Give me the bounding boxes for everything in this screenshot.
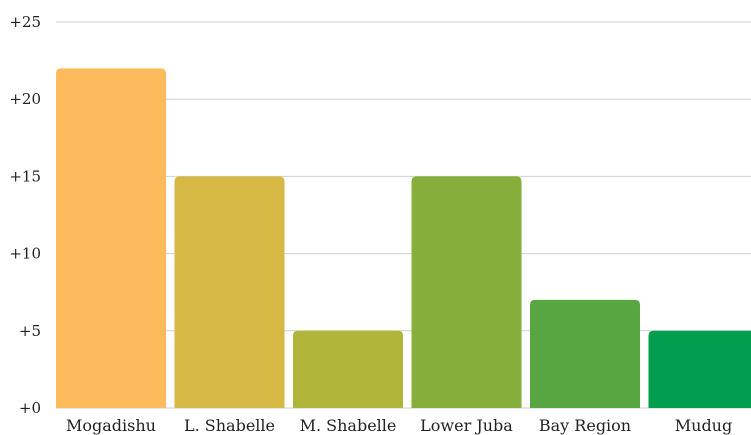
y-axis-ticks: +0 +5 +10 +15 +20 +25 <box>9 13 41 417</box>
y-tick-label: +15 <box>9 167 41 185</box>
x-tick-label: Mudug <box>675 416 732 435</box>
bar-m-shabelle <box>293 330 403 408</box>
y-tick-label: +5 <box>19 322 41 340</box>
bar-lower-juba <box>411 176 522 408</box>
bar-mudug <box>648 330 751 408</box>
y-tick-label: +0 <box>19 399 41 417</box>
bar-mogadishu <box>56 68 166 408</box>
x-tick-label: Lower Juba <box>420 416 513 435</box>
bars-layer <box>56 68 751 408</box>
x-axis-labels: Mogadishu L. Shabelle M. Shabelle Lower Jub… <box>66 416 732 435</box>
bar-l-shabelle <box>174 176 285 408</box>
bar-bay-region <box>530 299 640 408</box>
x-tick-label: Bay Region <box>539 416 631 435</box>
x-tick-label: Mogadishu <box>66 416 156 435</box>
x-tick-label: L. Shabelle <box>184 416 275 435</box>
y-tick-label: +20 <box>9 90 41 108</box>
y-tick-label: +25 <box>9 13 41 31</box>
y-tick-label: +10 <box>9 245 41 263</box>
x-tick-label: M. Shabelle <box>300 416 397 435</box>
